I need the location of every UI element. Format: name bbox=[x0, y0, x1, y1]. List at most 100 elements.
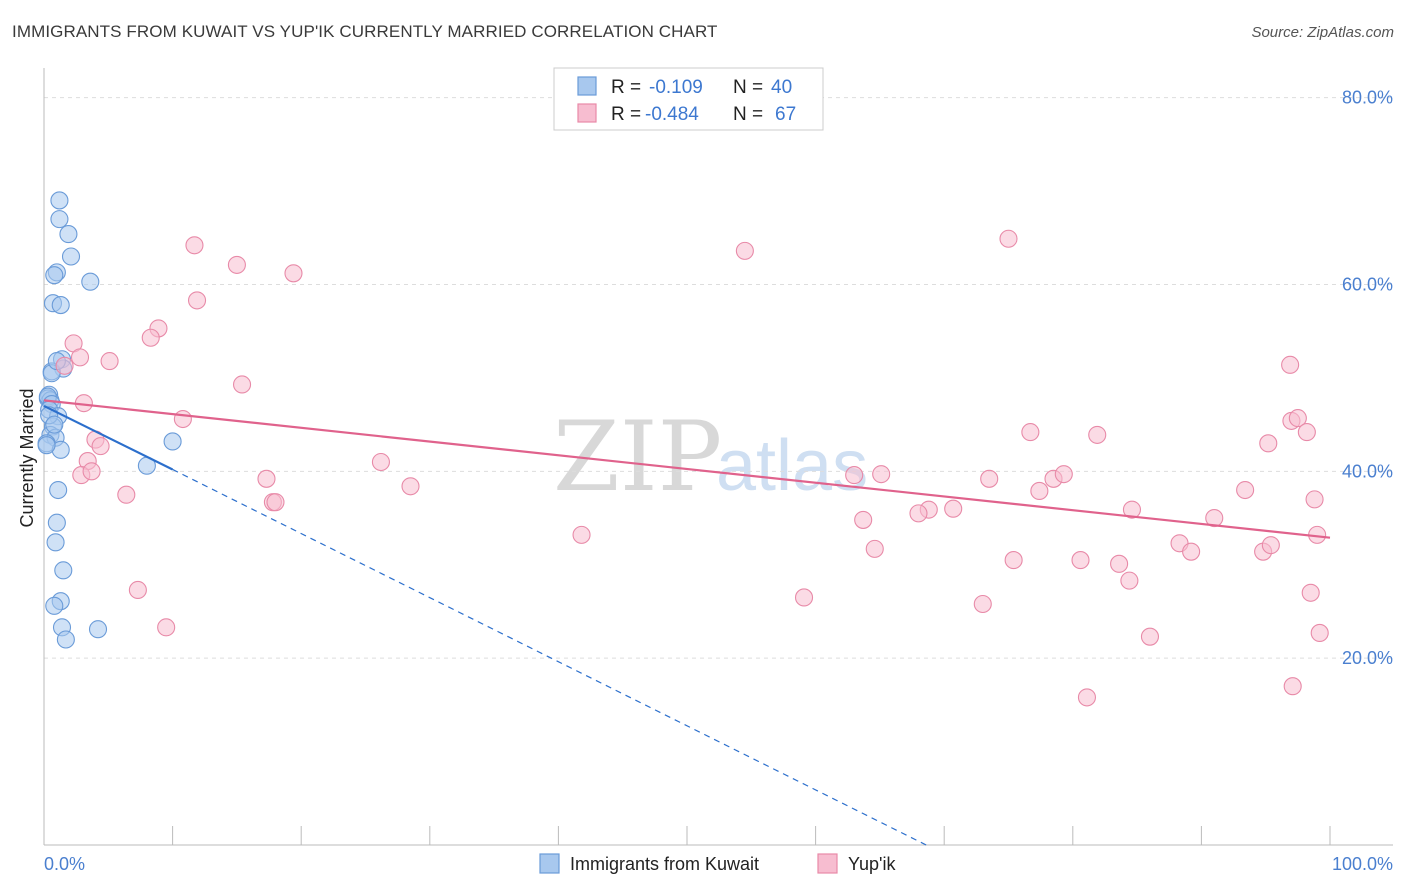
series-yupik-points bbox=[55, 229, 1329, 707]
kuwait-point bbox=[37, 436, 56, 455]
legend-n-label: N = bbox=[733, 104, 763, 125]
bottom-legend-label-yupik: Yup'ik bbox=[848, 854, 896, 874]
chart-title: IMMIGRANTS FROM KUWAIT VS YUP'IK CURRENT… bbox=[12, 22, 718, 41]
y-tick-label: 20.0% bbox=[1342, 648, 1393, 668]
yupik-point bbox=[1205, 508, 1224, 528]
kuwait-point bbox=[50, 191, 69, 210]
yupik-point bbox=[1288, 409, 1307, 428]
kuwait-point bbox=[51, 296, 70, 315]
trend-lines bbox=[43, 399, 1331, 846]
yupik-point bbox=[227, 255, 246, 274]
kuwait-point bbox=[50, 210, 69, 229]
legend-r-value: -0.109 bbox=[649, 77, 703, 98]
legend-r-label: R = bbox=[611, 104, 641, 125]
yupik-point bbox=[173, 409, 192, 429]
legend-swatch-yupik bbox=[577, 103, 597, 123]
kuwait-point bbox=[45, 596, 64, 615]
legend-n-value: 67 bbox=[775, 104, 796, 125]
yupik-point bbox=[232, 375, 252, 394]
yupik-point bbox=[82, 462, 101, 481]
yupik-point bbox=[944, 499, 963, 518]
yupik-point bbox=[572, 525, 591, 544]
y-tick-label: 40.0% bbox=[1342, 461, 1393, 481]
source-credit: Source: ZipAtlas.com bbox=[1251, 24, 1394, 41]
kuwait-point bbox=[163, 432, 182, 451]
x-tick-label: 0.0% bbox=[44, 854, 85, 874]
yupik-point bbox=[1054, 465, 1073, 484]
series-legend: Immigrants from Kuwait Yup'ik bbox=[539, 853, 896, 874]
yupik-point bbox=[91, 437, 110, 456]
yupik-point bbox=[1021, 423, 1040, 442]
yupik-point bbox=[794, 588, 814, 607]
legend-n-value: 40 bbox=[771, 77, 792, 98]
yupik-point bbox=[1077, 688, 1096, 707]
yupik-point bbox=[1120, 571, 1139, 590]
y-tick-label: 80.0% bbox=[1342, 88, 1393, 108]
yupik-point bbox=[1140, 627, 1160, 646]
yupik-point bbox=[257, 469, 276, 488]
yupik-point bbox=[854, 510, 873, 529]
watermark-atlas: atlas bbox=[716, 426, 868, 506]
yupik-point bbox=[1088, 425, 1107, 444]
yupik-point bbox=[1004, 551, 1023, 570]
y-tick-label: 60.0% bbox=[1342, 275, 1393, 295]
yupik-point bbox=[141, 328, 160, 347]
yupik-point bbox=[1182, 542, 1201, 561]
kuwait-point bbox=[45, 266, 64, 285]
yupik-point bbox=[1297, 423, 1316, 442]
yupik-point bbox=[1301, 583, 1320, 602]
legend-r-value: -0.484 bbox=[645, 104, 699, 125]
legend-box bbox=[553, 67, 824, 131]
kuwait-point bbox=[54, 561, 73, 580]
yupik-point bbox=[266, 493, 285, 512]
yupik-point bbox=[1261, 536, 1280, 555]
yupik-point bbox=[865, 539, 884, 558]
yupik-point bbox=[117, 485, 136, 504]
watermark: ZIP atlas bbox=[553, 401, 868, 513]
yupik-point bbox=[55, 356, 74, 375]
yupik-trend-line bbox=[43, 399, 1331, 539]
kuwait-trend-line bbox=[43, 404, 174, 471]
yupik-point bbox=[1110, 554, 1129, 573]
yupik-point bbox=[1310, 623, 1329, 642]
y-axis-tick-labels: 20.0% 40.0% 60.0% 80.0% bbox=[1342, 88, 1393, 668]
yupik-point bbox=[157, 618, 176, 637]
yupik-point bbox=[1071, 551, 1090, 570]
legend-swatch-kuwait bbox=[577, 76, 597, 96]
legend-n-label: N = bbox=[733, 77, 763, 98]
kuwait-point bbox=[56, 630, 75, 649]
yupik-point bbox=[980, 469, 999, 488]
x-axis-ticks bbox=[43, 826, 1331, 845]
yupik-point bbox=[909, 504, 928, 523]
yupik-point bbox=[187, 291, 207, 310]
yupik-point bbox=[185, 236, 204, 255]
kuwait-point bbox=[59, 225, 78, 244]
kuwait-point bbox=[45, 415, 64, 434]
yupik-point bbox=[1305, 490, 1324, 509]
yupik-point bbox=[735, 241, 754, 260]
yupik-point bbox=[1259, 434, 1278, 453]
yupik-point bbox=[1281, 355, 1300, 374]
yupik-point bbox=[100, 352, 119, 371]
stats-legend: R = -0.109 N = 40 R = -0.484 N = 67 bbox=[553, 67, 824, 131]
bottom-legend-swatch-kuwait bbox=[539, 853, 560, 874]
legend-r-label: R = bbox=[611, 77, 641, 98]
yupik-point bbox=[128, 580, 147, 600]
yupik-point bbox=[401, 477, 420, 496]
yupik-point bbox=[1122, 500, 1142, 519]
yupik-point bbox=[1030, 481, 1049, 501]
yupik-point bbox=[973, 594, 992, 614]
x-tick-label: 100.0% bbox=[1332, 854, 1393, 874]
kuwait-point bbox=[46, 533, 65, 552]
kuwait-trend-extension bbox=[172, 468, 927, 846]
y-axis-title: Currently Married bbox=[17, 388, 37, 527]
axes bbox=[43, 68, 1393, 846]
series-kuwait-points bbox=[37, 191, 182, 649]
yupik-point bbox=[1283, 677, 1302, 696]
kuwait-point bbox=[88, 620, 108, 639]
kuwait-point bbox=[81, 272, 100, 291]
yupik-point bbox=[845, 466, 864, 485]
kuwait-point bbox=[61, 247, 81, 266]
kuwait-point bbox=[49, 480, 68, 500]
